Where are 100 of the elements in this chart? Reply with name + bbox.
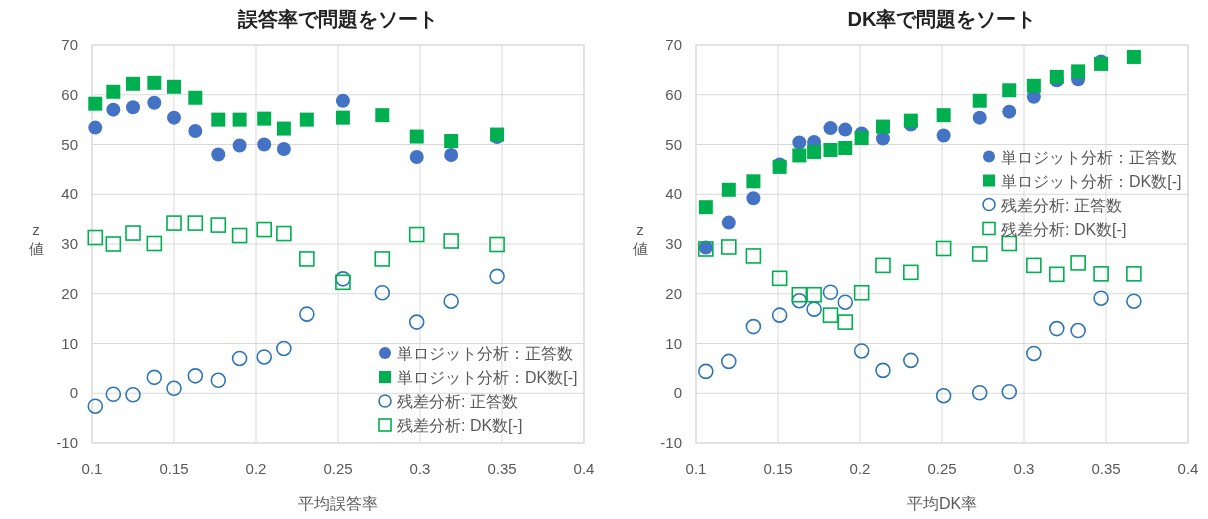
legend-label: 単ロジット分析：正答数 [1001, 148, 1177, 166]
legend-label: 残差分析: 正答数 [1001, 196, 1122, 214]
point [375, 108, 390, 123]
point [166, 380, 182, 397]
legend-label: 残差分析: DK数[-] [397, 417, 523, 434]
point [299, 306, 315, 322]
point [256, 349, 272, 365]
point [87, 398, 104, 414]
chart-title: 誤答率で問題をソート [237, 8, 438, 30]
point [409, 149, 424, 164]
x-axis-title: 平均誤答率 [298, 495, 378, 512]
point [126, 100, 140, 115]
point [257, 111, 272, 126]
y-tick-label: 60 [61, 85, 78, 103]
y-tick-label: 10 [665, 334, 682, 352]
point [971, 384, 988, 401]
y-axis-title: z 値 [28, 221, 44, 257]
point [125, 225, 141, 241]
y-tick-label: 40 [665, 185, 682, 203]
point [838, 122, 853, 137]
point [807, 144, 822, 159]
x-tick-label: 0.3 [1013, 460, 1035, 477]
point [231, 350, 248, 367]
point [125, 386, 141, 403]
legend-label: 残差分析: DK数[-] [1001, 220, 1127, 238]
legend-label: 単ロジット分析：DK数[-] [1001, 172, 1182, 190]
y-tick-label: -10 [56, 434, 78, 451]
x-axis-title: 平均DK率 [906, 495, 978, 512]
point [257, 137, 272, 152]
point [1126, 266, 1142, 282]
point [335, 110, 350, 125]
point [1071, 64, 1086, 79]
point [88, 120, 103, 135]
point [792, 135, 807, 150]
point [806, 301, 822, 317]
point [1049, 69, 1064, 84]
x-tick-label: 0.25 [927, 460, 957, 477]
point [903, 113, 918, 128]
point [210, 217, 227, 233]
point [721, 353, 737, 370]
point [335, 93, 350, 108]
point [972, 93, 987, 108]
point [256, 221, 272, 238]
x-tick-label: 0.15 [763, 460, 793, 477]
point [147, 75, 162, 90]
point [409, 129, 424, 144]
point [971, 246, 988, 262]
point [105, 386, 122, 403]
point [1049, 266, 1065, 283]
point [1002, 104, 1017, 119]
y-axis-title: z 値 [632, 221, 648, 257]
point [1093, 266, 1109, 282]
point [1070, 255, 1086, 271]
point [444, 147, 459, 162]
x-tick-label: 0.2 [849, 460, 871, 477]
point [106, 84, 121, 99]
y-tick-label: 30 [61, 235, 78, 252]
y-tick-label: 50 [665, 135, 682, 153]
x-tick-label: 0.25 [323, 460, 353, 477]
point [698, 363, 714, 380]
point [211, 112, 226, 127]
y-tick-label: 70 [665, 36, 682, 53]
point [853, 284, 870, 301]
point [231, 227, 248, 244]
point [187, 215, 204, 231]
point [854, 131, 869, 146]
point [823, 142, 838, 157]
point [210, 372, 227, 389]
point [489, 236, 505, 253]
point [276, 121, 291, 136]
y-tick-label: 30 [665, 235, 682, 252]
y-tick-label: 70 [61, 36, 78, 53]
point [1070, 322, 1086, 339]
point [837, 314, 854, 330]
point [935, 240, 952, 257]
point [721, 215, 736, 230]
point [88, 96, 103, 111]
point [147, 95, 162, 110]
x-tick-label: 0.35 [487, 460, 517, 477]
point [746, 174, 761, 189]
point [1001, 383, 1018, 400]
y-tick-label: 0 [673, 384, 682, 402]
point [444, 134, 459, 149]
point [188, 124, 203, 139]
point [1026, 257, 1042, 274]
x-tick-label: 0.4 [573, 460, 595, 477]
point [823, 121, 838, 136]
point [822, 284, 839, 301]
point [87, 229, 104, 246]
point [771, 307, 788, 323]
x-tick-label: 0.35 [1091, 460, 1121, 477]
point [791, 292, 808, 309]
point [167, 110, 181, 125]
point [276, 340, 292, 357]
point [1093, 290, 1109, 307]
x-tick-label: 0.4 [1177, 460, 1199, 477]
point [903, 264, 919, 281]
point [1002, 83, 1017, 98]
point [489, 268, 505, 285]
point [211, 147, 226, 162]
